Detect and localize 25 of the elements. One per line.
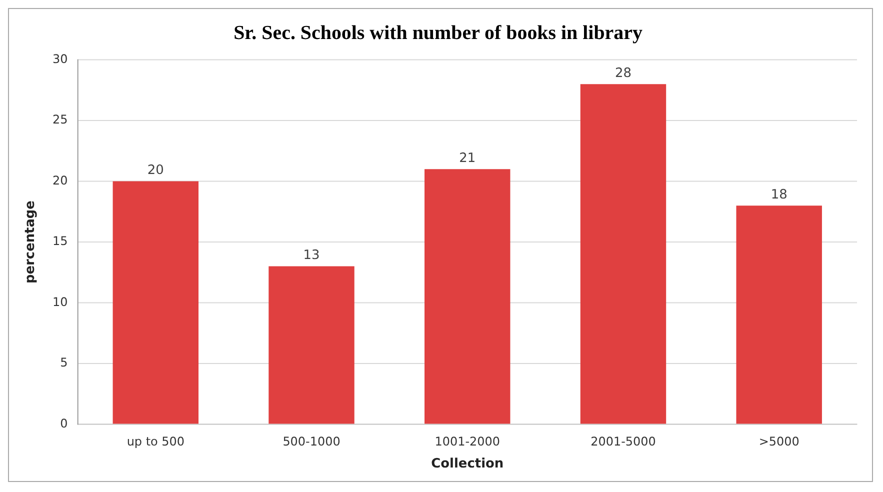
bar (268, 266, 354, 424)
x-axis-title: Collection (431, 456, 504, 472)
y-tick-label: 25 (52, 112, 68, 127)
y-tick-label: 10 (52, 294, 68, 309)
y-tick-label: 30 (52, 52, 68, 66)
bar (580, 84, 666, 424)
y-axis-title: percentage (23, 200, 38, 284)
data-label: 20 (147, 163, 164, 178)
x-tick-label: >5000 (758, 434, 800, 448)
x-tick-label: 1001-2000 (434, 434, 500, 448)
bar (736, 206, 822, 424)
bar (424, 169, 510, 424)
data-label: 13 (303, 248, 320, 264)
x-tick-label: 500-1000 (282, 434, 340, 448)
chart-title: Sr. Sec. Schools with number of books in library (234, 22, 642, 44)
y-tick-label: 15 (52, 234, 68, 248)
y-tick-label: 0 (60, 416, 68, 430)
x-tick-label: up to 500 (126, 434, 184, 448)
data-label: 18 (770, 187, 788, 202)
y-tick-label: 5 (60, 356, 68, 370)
data-label: 28 (614, 66, 632, 81)
x-tick-label: 2001-5000 (590, 434, 656, 448)
bar (112, 181, 199, 424)
data-label: 21 (459, 151, 476, 166)
y-tick-label: 20 (52, 173, 68, 188)
